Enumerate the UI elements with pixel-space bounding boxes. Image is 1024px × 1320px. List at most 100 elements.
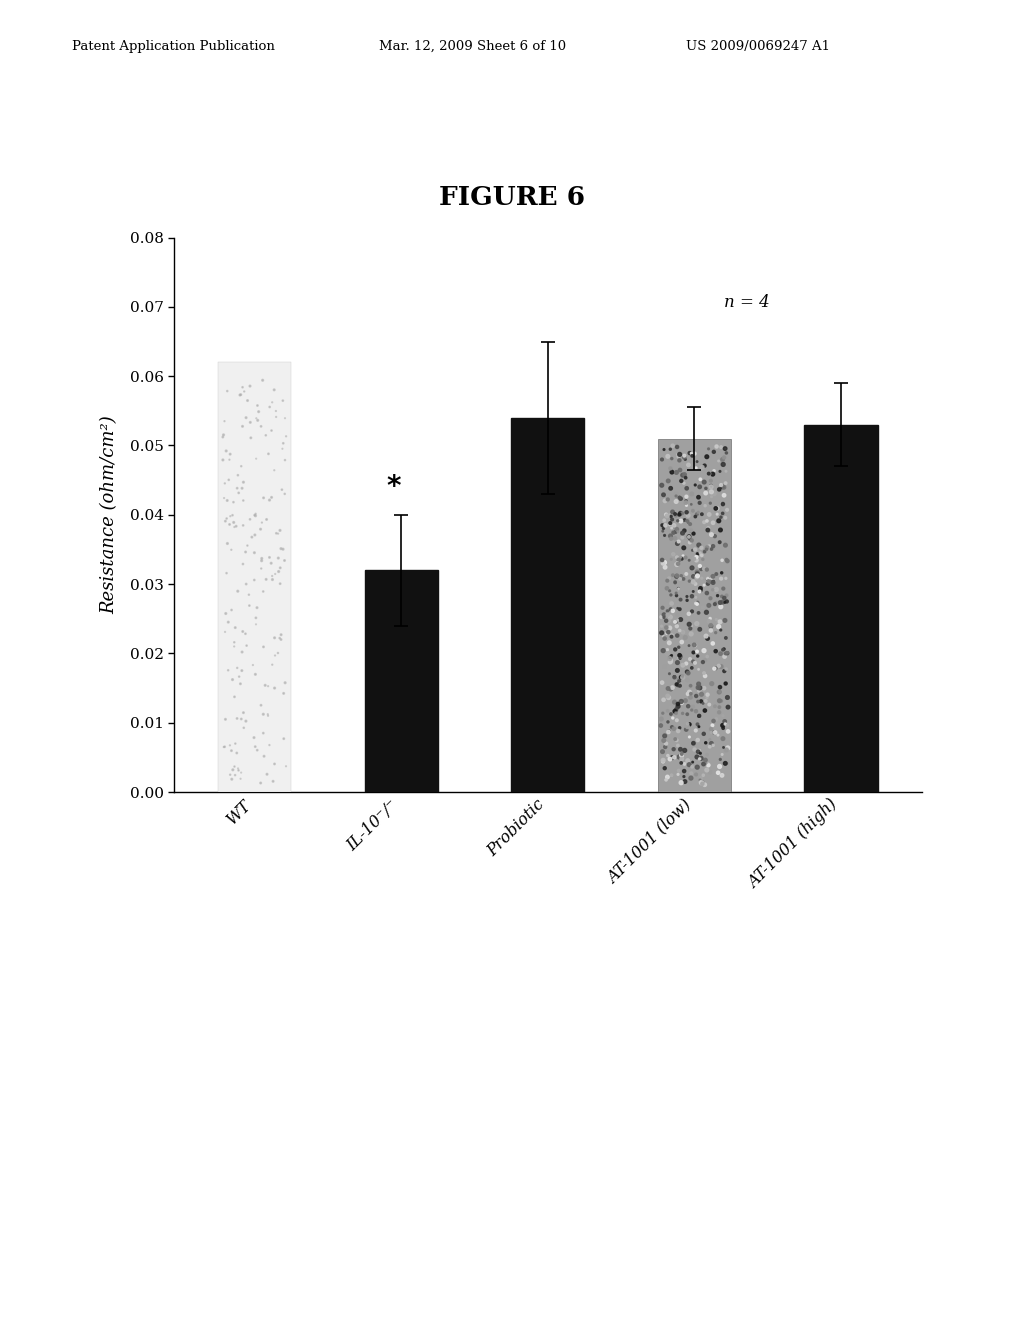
Point [220, 470, 237, 491]
Point [671, 549, 687, 570]
Point [663, 591, 679, 612]
Point [665, 708, 681, 729]
Point [269, 643, 286, 664]
Point [670, 639, 686, 660]
Point [700, 755, 717, 776]
Point [234, 553, 251, 574]
Point [678, 495, 694, 516]
Point [219, 533, 236, 554]
Point [674, 743, 690, 764]
Point [685, 651, 701, 672]
Point [696, 512, 713, 533]
Point [662, 663, 678, 684]
Point [663, 606, 679, 627]
Point [675, 523, 691, 544]
Point [706, 722, 722, 743]
Point [683, 520, 699, 541]
Point [688, 458, 705, 479]
Point [667, 692, 683, 713]
Point [657, 504, 674, 525]
Point [678, 486, 694, 507]
Point [688, 566, 705, 587]
Point [654, 751, 671, 772]
Point [692, 770, 709, 791]
Point [264, 565, 281, 586]
Point [684, 657, 700, 678]
Point [663, 478, 679, 499]
Point [664, 593, 680, 614]
Point [681, 603, 697, 624]
Point [255, 704, 271, 725]
Point [696, 700, 713, 721]
Point [689, 565, 706, 586]
Point [671, 746, 687, 767]
Point [258, 569, 274, 590]
Point [693, 772, 710, 793]
Point [668, 486, 684, 507]
Point [713, 619, 729, 640]
Point [669, 519, 685, 540]
Point [687, 506, 703, 527]
Point [679, 586, 695, 607]
Point [655, 626, 672, 647]
Point [700, 517, 717, 539]
Point [664, 764, 680, 785]
Point [256, 746, 272, 767]
Point [656, 628, 673, 649]
Point [691, 741, 708, 762]
Point [664, 626, 680, 647]
Point [221, 513, 238, 535]
Point [709, 436, 725, 457]
Point [242, 412, 258, 433]
Point [691, 748, 708, 770]
Point [684, 601, 700, 622]
Point [671, 671, 687, 692]
Point [690, 487, 707, 508]
Point [672, 739, 688, 760]
Point [653, 622, 670, 643]
Point [697, 478, 714, 499]
Point [718, 549, 734, 570]
Point [666, 739, 682, 760]
Point [248, 607, 264, 628]
Point [697, 483, 714, 504]
Point [714, 549, 730, 570]
Point [708, 640, 724, 661]
Point [275, 682, 292, 704]
Point [672, 644, 688, 665]
Point [662, 748, 678, 770]
Point [660, 622, 677, 643]
Point [247, 737, 263, 758]
Point [659, 685, 676, 706]
Point [671, 504, 687, 525]
Point [263, 487, 280, 508]
Point [709, 579, 725, 601]
Point [689, 645, 706, 667]
Point [677, 739, 693, 760]
Point [702, 587, 719, 609]
Point [654, 597, 671, 618]
Text: *: * [387, 473, 401, 500]
Point [658, 616, 675, 638]
Point [683, 494, 699, 515]
Point [215, 449, 231, 470]
Point [688, 549, 705, 570]
Point [678, 492, 694, 513]
Point [665, 565, 681, 586]
Point [653, 449, 670, 470]
Point [675, 702, 691, 723]
Point [662, 513, 678, 535]
Point [709, 498, 725, 519]
Point [239, 635, 255, 656]
Point [706, 710, 722, 731]
Point [654, 702, 671, 723]
Point [677, 690, 693, 711]
Point [655, 750, 672, 771]
Point [669, 673, 685, 694]
Point [678, 490, 694, 511]
Point [673, 673, 689, 694]
Point [689, 756, 706, 777]
Point [715, 494, 731, 515]
Point [668, 553, 684, 574]
Point [238, 407, 254, 428]
